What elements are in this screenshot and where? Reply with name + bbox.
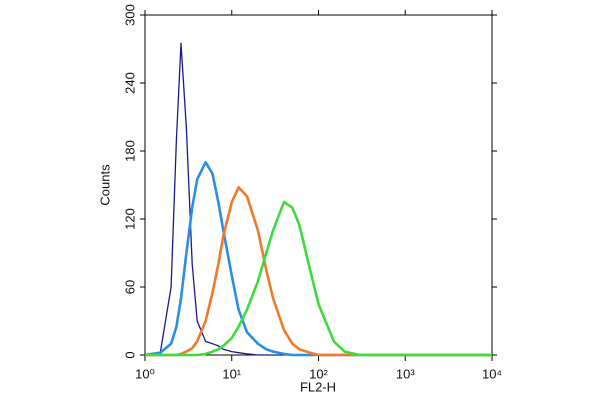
histogram-line [144, 42, 492, 356]
x-tick-label: 10¹ [222, 366, 241, 381]
x-tick-label: 10² [309, 366, 328, 381]
y-tick-label: 120 [122, 208, 137, 230]
y-tick-label: 60 [122, 280, 137, 294]
y-tick-label: 180 [122, 140, 137, 162]
histogram-line [145, 200, 492, 357]
x-tick-label: 10³ [396, 366, 415, 381]
histogram-line [144, 161, 492, 357]
y-tick-label: 300 [122, 4, 137, 26]
x-tick-label: 10⁰ [135, 366, 155, 381]
y-axis-label: Counts [97, 164, 112, 206]
x-axis-label: FL2-H [300, 379, 336, 394]
y-tick-label: 240 [122, 72, 137, 94]
x-tick-label: 10⁴ [482, 366, 502, 381]
y-tick-label: 0 [122, 351, 137, 358]
histogram-line [145, 186, 492, 357]
